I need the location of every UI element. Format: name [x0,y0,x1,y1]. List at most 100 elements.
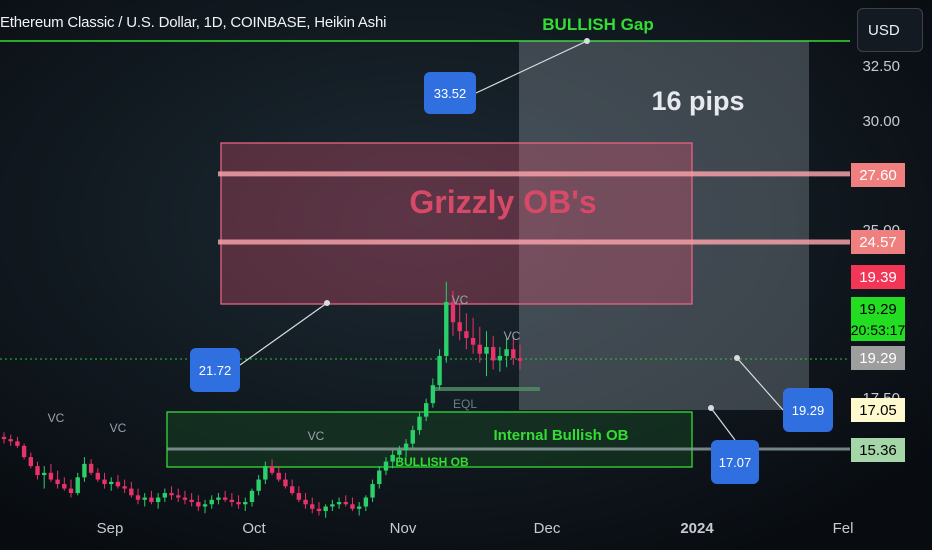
candle-body[interactable] [149,498,153,502]
y-tick-label: 30.00 [862,113,900,130]
candle-body[interactable] [357,507,361,509]
candle-body[interactable] [364,498,368,507]
bullish-gap-label: BULLISH Gap [542,15,653,34]
candle-body[interactable] [116,482,120,486]
candle-body[interactable] [250,491,254,502]
candle-body[interactable] [76,477,80,493]
candle-body[interactable] [189,500,193,502]
candle-body[interactable] [297,493,301,500]
candle-body[interactable] [437,356,441,385]
eql-label: EQL [453,397,477,411]
candle-body[interactable] [55,480,59,484]
candle-body[interactable] [216,498,220,500]
candle-body[interactable] [350,504,354,508]
candle-body[interactable] [223,498,227,500]
candle-body[interactable] [511,349,515,358]
candle-body[interactable] [169,493,173,495]
candle-body[interactable] [129,489,133,496]
candle-body[interactable] [424,403,428,416]
candle-body[interactable] [484,347,488,354]
candle-body[interactable] [491,347,495,360]
candle-body[interactable] [457,322,461,331]
candle-body[interactable] [230,500,234,502]
price-tag-value: 15.36 [859,442,897,459]
candle-body[interactable] [270,466,274,473]
vc-marker: VC [308,429,325,443]
candle-body[interactable] [89,464,93,473]
candle-body[interactable] [196,502,200,506]
candle-body[interactable] [471,338,475,345]
candle-body[interactable] [210,500,214,504]
candle-body[interactable] [504,349,508,356]
candle-body[interactable] [156,498,160,502]
candle-body[interactable] [498,356,502,360]
candle-body[interactable] [122,486,126,488]
candle-body[interactable] [163,493,167,497]
candle-body[interactable] [377,471,381,484]
candle-body[interactable] [290,486,294,493]
candle-body[interactable] [323,507,327,511]
candle-body[interactable] [136,495,140,499]
candle-body[interactable] [370,484,374,497]
y-tick-label: 32.50 [862,58,900,75]
vc-marker: VC [452,293,469,307]
candle-body[interactable] [397,450,401,454]
candle-body[interactable] [15,441,19,445]
price-tag-value: 17.05 [859,402,897,419]
candle-body[interactable] [9,439,13,441]
candle-body[interactable] [444,302,448,356]
candle-body[interactable] [337,502,341,504]
callout-anchor-dot [324,300,330,306]
candle-body[interactable] [49,473,53,480]
candle-body[interactable] [69,489,73,493]
candle-body[interactable] [417,417,421,430]
candle-body[interactable] [183,498,187,500]
candle-body[interactable] [236,502,240,504]
candle-body[interactable] [62,484,66,488]
candle-body[interactable] [390,455,394,462]
candle-body[interactable] [330,504,334,506]
candle-body[interactable] [464,331,468,338]
candle-body[interactable] [243,502,247,504]
candle-body[interactable] [203,504,207,506]
vc-marker: VC [110,421,127,435]
candle-body[interactable] [35,466,39,475]
candle-body[interactable] [277,473,281,480]
price-tag-value: 27.60 [859,167,897,184]
candle-body[interactable] [317,509,321,511]
callout-value: 17.07 [719,455,752,470]
currency-button[interactable]: USD [857,8,923,52]
candle-body[interactable] [310,504,314,508]
candle-body[interactable] [109,482,113,484]
candle-body[interactable] [384,462,388,471]
candle-body[interactable] [411,430,415,443]
callout-anchor-dot [708,405,714,411]
candle-body[interactable] [344,502,348,504]
candle-body[interactable] [176,495,180,497]
candle-body[interactable] [102,480,106,484]
candle-body[interactable] [431,385,435,403]
candle-body[interactable] [22,446,26,457]
candle-body[interactable] [2,437,6,439]
candle-body[interactable] [256,480,260,491]
callout-anchor-dot [734,355,740,361]
candle-body[interactable] [478,345,482,354]
candle-body[interactable] [303,500,307,504]
candle-body[interactable] [263,466,267,479]
candle-body[interactable] [143,498,147,500]
candle-body[interactable] [29,457,33,466]
candle-body[interactable] [518,358,522,360]
candle-body[interactable] [82,464,86,477]
chart-title: Ethereum Classic / U.S. Dollar, 1D, COIN… [0,14,386,31]
candle-body[interactable] [404,444,408,451]
candle-body[interactable] [96,473,100,480]
x-tick-label: Fel [833,520,854,537]
grizzly-ob-zone[interactable] [221,143,692,304]
candle-body[interactable] [283,480,287,487]
callout-anchor-dot [584,38,590,44]
callout-value: 33.52 [434,86,467,101]
x-tick-label: Dec [534,520,561,537]
candle-body[interactable] [42,473,46,475]
